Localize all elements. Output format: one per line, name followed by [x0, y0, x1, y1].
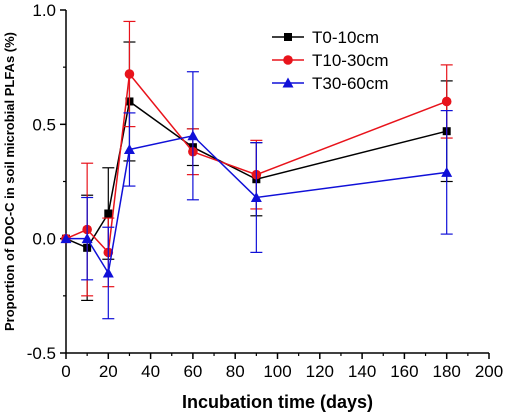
y-axis-title: Proportion of DOC-C in soil microbial PL…: [2, 32, 17, 331]
legend-marker: [284, 33, 292, 41]
y-tick-label: 0.5: [32, 115, 56, 134]
x-tick-label: 180: [433, 362, 461, 381]
legend-marker: [283, 55, 293, 65]
data-point: [81, 233, 93, 244]
y-axis-ticks: -0.5 0.0 0.5 1.0: [27, 1, 66, 363]
x-tick-label: 100: [263, 362, 291, 381]
y-tick-label: 0.0: [32, 230, 56, 249]
y-tick-label: 1.0: [32, 1, 56, 20]
data-point: [441, 166, 453, 177]
data-point: [187, 130, 199, 141]
legend-label: T10-30cm: [312, 51, 389, 70]
x-tick-label: 0: [61, 362, 70, 381]
legend-label: T0-10cm: [312, 28, 379, 47]
series-layer: [60, 20, 453, 320]
series-T30-60cm: [60, 71, 453, 320]
legend: T0-10cm T10-30cm T30-60cm: [272, 28, 389, 93]
x-tick-label: 140: [348, 362, 376, 381]
x-axis-ticks: 0 20 40 60 80 100 120 140 160 180 200: [61, 353, 503, 381]
data-point: [123, 143, 135, 154]
x-tick-label: 80: [226, 362, 245, 381]
y-tick-label: -0.5: [27, 344, 56, 363]
data-point: [441, 96, 452, 107]
x-tick-label: 60: [183, 362, 202, 381]
data-point: [124, 69, 135, 79]
x-tick-label: 40: [141, 362, 160, 381]
data-point: [102, 267, 114, 278]
data-point: [104, 209, 113, 218]
legend-label: T30-60cm: [312, 74, 389, 93]
x-tick-label: 200: [475, 362, 503, 381]
legend-marker: [282, 77, 294, 88]
data-point: [60, 233, 72, 244]
x-tick-label: 20: [99, 362, 118, 381]
data-point: [250, 192, 262, 203]
x-axis-title: Incubation time (days): [182, 392, 373, 412]
x-tick-label: 120: [306, 362, 334, 381]
x-tick-label: 160: [390, 362, 418, 381]
